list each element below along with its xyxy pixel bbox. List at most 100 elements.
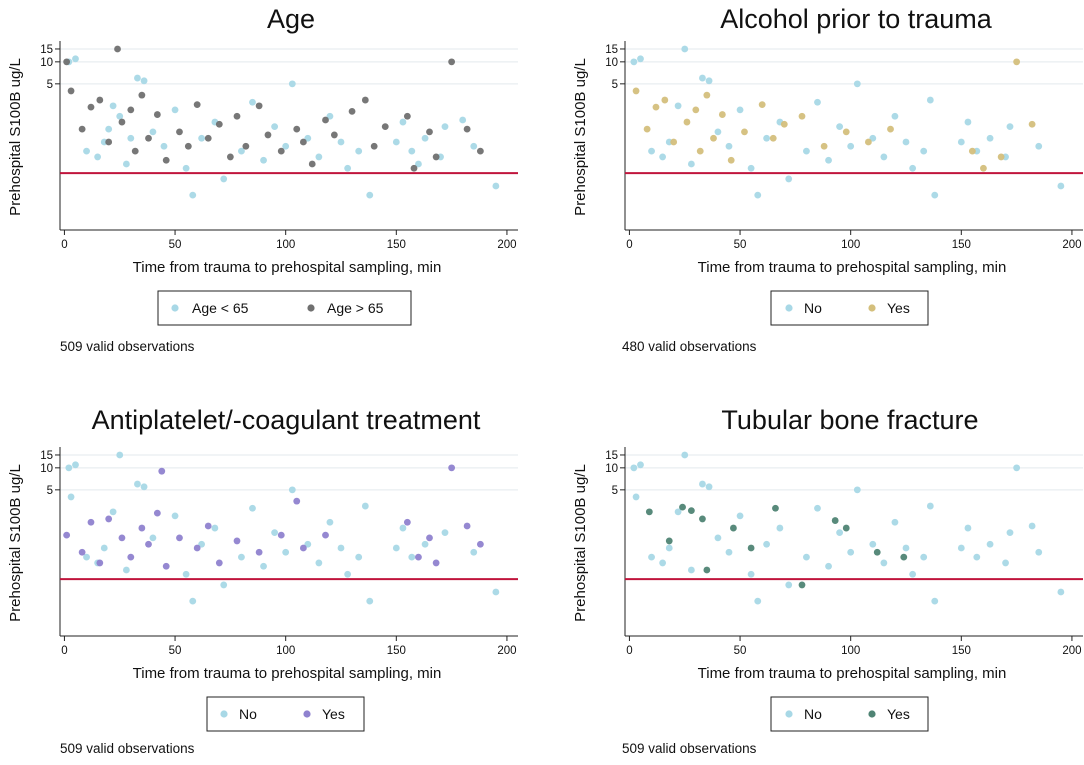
- data-point-series-2: [242, 142, 250, 150]
- data-point-series-2: [463, 522, 471, 530]
- data-point-series-1: [392, 138, 400, 146]
- data-point-series-2: [699, 515, 706, 523]
- data-point-series-2: [873, 548, 881, 556]
- data-point-series-1: [260, 156, 267, 164]
- data-point-series-2: [348, 107, 356, 115]
- data-point-series-2: [687, 507, 695, 514]
- data-point-series-1: [926, 502, 934, 510]
- data-point-series-1: [408, 553, 416, 561]
- x-tick-label: 0: [61, 645, 67, 657]
- data-point-series-1: [304, 134, 312, 142]
- data-point-series-2: [162, 156, 170, 164]
- data-point-series-2: [703, 566, 711, 574]
- data-point-series-1: [880, 559, 888, 567]
- y-tick-label: 15: [605, 44, 618, 56]
- data-point-series-1: [122, 160, 130, 168]
- data-point-series-1: [83, 553, 90, 561]
- data-point-series-2: [410, 164, 418, 172]
- data-point-series-2: [299, 544, 307, 552]
- data-point-series-2: [463, 125, 471, 133]
- observation-count: 509 valid observations: [60, 741, 195, 756]
- data-point-series-1: [964, 118, 972, 126]
- legend-box[interactable]: No Yes: [206, 696, 365, 732]
- data-point-series-1: [198, 540, 206, 548]
- data-point-series-1: [986, 540, 994, 548]
- data-point-series-2: [632, 87, 640, 95]
- data-point-series-1: [260, 562, 267, 570]
- data-point-series-2: [381, 123, 389, 130]
- data-point-series-1: [282, 548, 290, 556]
- data-point-series-2: [415, 553, 422, 561]
- data-point-series-1: [836, 529, 844, 536]
- data-point-series-1: [891, 112, 899, 120]
- data-point-series-1: [847, 142, 855, 150]
- panel-title: Alcohol prior to trauma: [720, 4, 993, 34]
- data-point-series-2: [769, 134, 777, 142]
- panel-title: Age: [267, 4, 315, 34]
- legend-box[interactable]: No Yes: [770, 290, 929, 326]
- data-point-series-2: [277, 147, 285, 155]
- y-tick-label: 5: [612, 485, 618, 497]
- x-tick-label: 50: [169, 645, 182, 657]
- data-point-series-1: [825, 156, 832, 164]
- data-point-series-1: [344, 570, 352, 578]
- data-point-series-1: [891, 518, 899, 526]
- data-point-series-2: [293, 125, 301, 133]
- data-point-series-2: [299, 138, 307, 146]
- data-point-series-1: [714, 128, 722, 136]
- data-point-series-2: [105, 138, 113, 146]
- data-point-series-1: [725, 142, 733, 150]
- data-point-series-1: [747, 570, 755, 578]
- data-point-series-1: [83, 147, 90, 155]
- data-point-series-1: [366, 191, 374, 199]
- data-point-series-2: [138, 91, 146, 99]
- data-point-series-1: [674, 508, 682, 516]
- legend-label-age-under-65: Age < 65: [192, 300, 249, 316]
- legend-label-no: No: [804, 706, 822, 722]
- data-point-series-2: [87, 518, 95, 526]
- data-point-series-2: [255, 548, 263, 556]
- data-point-series-1: [681, 45, 689, 53]
- data-point-series-2: [692, 106, 700, 114]
- data-point-series-2: [96, 96, 104, 104]
- data-point-series-1: [249, 98, 256, 106]
- observation-count: 509 valid observations: [60, 339, 195, 354]
- data-point-series-1: [1057, 588, 1065, 596]
- data-point-series-2: [204, 134, 212, 142]
- x-tick-label: 200: [1062, 239, 1081, 251]
- data-point-series-1: [238, 553, 245, 561]
- data-point-series-1: [421, 540, 429, 548]
- panel-antiplatelet: Antiplatelet/-coagulant treatment Prehos…: [7, 405, 518, 756]
- data-point-series-2: [798, 581, 806, 589]
- x-axis-label: Time from trauma to prehospital sampling…: [133, 665, 442, 682]
- y-tick-label: 15: [605, 450, 618, 462]
- data-point-series-1: [72, 55, 79, 63]
- data-point-series-1: [182, 164, 190, 172]
- data-point-series-1: [171, 512, 179, 520]
- data-point-series-1: [470, 142, 478, 150]
- y-tick-label: 10: [40, 57, 53, 69]
- data-point-series-1: [1006, 123, 1014, 130]
- panel-title: Tubular bone fracture: [721, 405, 978, 435]
- data-point-series-1: [920, 147, 928, 155]
- x-tick-label: 100: [841, 645, 860, 657]
- legend-box[interactable]: No Yes: [770, 696, 929, 732]
- data-point-series-2: [67, 87, 75, 95]
- x-tick-label: 50: [169, 239, 182, 251]
- data-point-series-2: [162, 562, 170, 570]
- legend-box[interactable]: Age < 65 Age > 65: [157, 290, 412, 326]
- data-point-series-2: [204, 522, 212, 530]
- x-tick-label: 100: [276, 645, 295, 657]
- data-point-series-2: [968, 147, 976, 155]
- data-point-series-1: [847, 548, 855, 556]
- data-point-series-1: [399, 524, 407, 532]
- x-tick-label: 150: [387, 239, 406, 251]
- data-point-series-1: [282, 142, 290, 150]
- data-point-series-2: [63, 58, 71, 66]
- data-point-series-1: [122, 566, 130, 574]
- data-point-series-1: [492, 588, 500, 596]
- data-point-series-2: [264, 131, 272, 139]
- data-point-series-1: [337, 544, 345, 552]
